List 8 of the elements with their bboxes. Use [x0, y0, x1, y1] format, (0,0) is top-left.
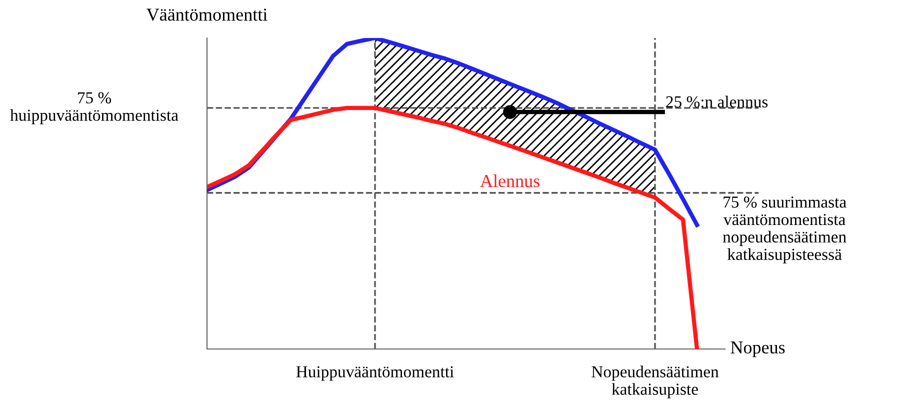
annotation: Alennus — [480, 174, 540, 188]
y-axis-title: Vääntömomentti — [146, 8, 268, 21]
x-tick-label: Huippuvääntömomentti — [296, 366, 454, 381]
ref-line-label: 75 % huippuvääntömomentista — [10, 92, 178, 124]
x-tick-label: Nopeudensäätimen katkaisupiste — [592, 366, 719, 398]
ref-line-label: 75 % suurimmasta vääntömomentista nopeudensäätimen katkaisupisteessä — [722, 196, 846, 264]
annotation: 25 %:n alennus — [666, 96, 768, 108]
x-axis-title: Nopeus — [730, 342, 785, 358]
